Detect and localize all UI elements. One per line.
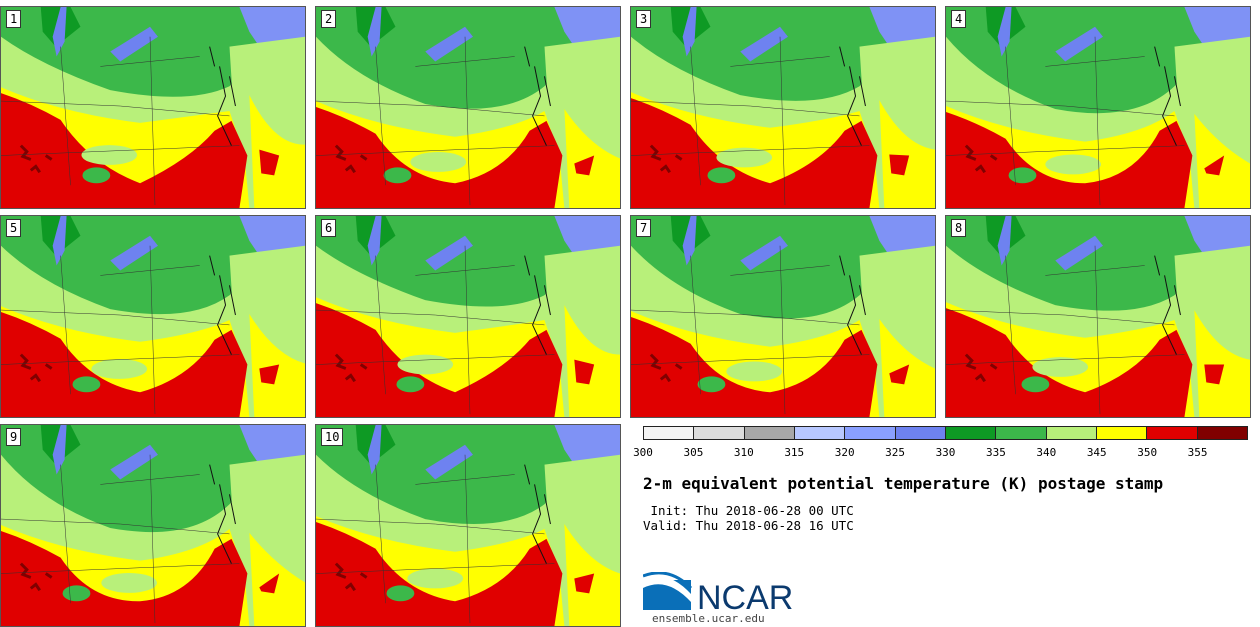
member-number: 3 — [636, 10, 652, 28]
colorbar-segment — [1096, 427, 1148, 439]
member-number: 9 — [6, 428, 22, 446]
theta-e-map — [316, 425, 620, 626]
member-number: 6 — [321, 219, 337, 237]
website-url: ensemble.ucar.edu — [652, 612, 765, 625]
member-panel-6: 6 — [315, 215, 621, 418]
ncar-logo: NCAR — [643, 572, 793, 614]
colorbar-tick-label: 355 — [1187, 446, 1208, 459]
colorbar-segment — [895, 427, 946, 439]
theta-e-map — [946, 216, 1250, 417]
colorbar-tick-label: 310 — [733, 446, 754, 459]
colorbar-tick-label: 325 — [885, 446, 906, 459]
theta-e-map — [316, 7, 620, 208]
colorbar-segment — [1197, 427, 1247, 439]
theta-e-map — [1, 216, 305, 417]
member-panel-9: 9 — [0, 424, 306, 627]
plot-title: 2-m equivalent potential temperature (K)… — [643, 474, 1164, 493]
colorbar-tick-label: 335 — [985, 446, 1006, 459]
colorbar-segment — [694, 427, 745, 439]
ncar-logo-text: NCAR — [697, 579, 793, 614]
member-number: 4 — [951, 10, 967, 28]
colorbar-tick-label: 300 — [633, 446, 653, 459]
init-time: Init: Thu 2018-06-28 00 UTC — [643, 503, 854, 518]
theta-e-map — [1, 425, 305, 626]
member-number: 2 — [321, 10, 337, 28]
valid-time: Valid: Thu 2018-06-28 16 UTC — [643, 518, 854, 533]
colorbar-segment — [945, 427, 997, 439]
member-panel-3: 3 — [630, 6, 936, 209]
member-panel-8: 8 — [945, 215, 1251, 418]
member-panel-4: 4 — [945, 6, 1251, 209]
colorbar-segment — [845, 427, 896, 439]
member-number: 5 — [6, 219, 22, 237]
colorbar-segment — [794, 427, 846, 439]
theta-e-map — [946, 7, 1250, 208]
colorbar-tick-label: 305 — [683, 446, 704, 459]
theta-e-map — [1, 7, 305, 208]
colorbar-tick-label: 340 — [1036, 446, 1057, 459]
theta-e-map — [631, 7, 935, 208]
member-number: 7 — [636, 219, 652, 237]
member-panel-7: 7 — [630, 215, 936, 418]
member-panel-1: 1 — [0, 6, 306, 209]
colorbar-tick-label: 330 — [935, 446, 956, 459]
colorbar-tick-label: 320 — [834, 446, 855, 459]
theta-e-map — [316, 216, 620, 417]
colorbar-tick-label: 350 — [1137, 446, 1158, 459]
colorbar-segment — [644, 427, 695, 439]
member-number: 8 — [951, 219, 967, 237]
colorbar-tick-label: 315 — [784, 446, 805, 459]
colorbar — [643, 426, 1248, 440]
colorbar-tick-label: 345 — [1086, 446, 1107, 459]
colorbar-segment — [1046, 427, 1097, 439]
member-number: 10 — [321, 428, 344, 446]
colorbar-segment — [1147, 427, 1198, 439]
colorbar-segment — [996, 427, 1047, 439]
member-panel-5: 5 — [0, 215, 306, 418]
member-number: 1 — [6, 10, 22, 28]
member-panel-10: 10 — [315, 424, 621, 627]
theta-e-map — [631, 216, 935, 417]
colorbar-segment — [744, 427, 795, 439]
member-panel-2: 2 — [315, 6, 621, 209]
